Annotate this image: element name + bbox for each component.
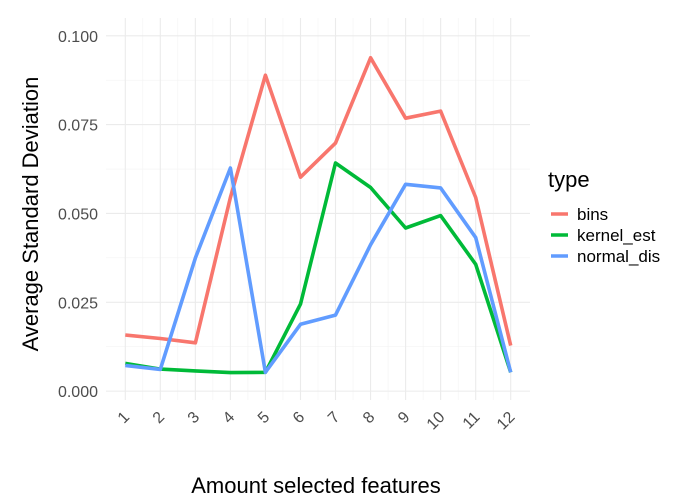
legend-item-bins: bins [551, 205, 608, 224]
x-tick-label: 5 [255, 409, 273, 427]
series-line-bins [125, 55, 513, 347]
x-tick-label: 7 [325, 409, 343, 427]
x-tick-label: 8 [360, 409, 378, 427]
x-tick-label: 11 [460, 409, 484, 433]
y-tick-label: 0.000 [58, 384, 98, 401]
x-tick-label: 4 [220, 409, 238, 427]
x-tick-label: 1 [115, 409, 133, 427]
legend-label: kernel_est [577, 226, 656, 245]
x-tick-label: 10 [424, 409, 449, 434]
y-tick-label: 0.100 [58, 29, 98, 46]
y-tick-label: 0.050 [58, 206, 98, 223]
x-tick-label: 9 [395, 409, 413, 427]
series-lines [125, 55, 513, 375]
x-axis-title: Amount selected features [191, 473, 440, 498]
series-line-kernel-est [125, 161, 513, 375]
legend-title: type [548, 167, 590, 192]
x-tick-label: 6 [290, 409, 308, 427]
legend: type bins kernel_est normal_dis [548, 167, 660, 266]
x-axis-ticks: 1 2 3 4 5 6 7 8 9 10 11 12 [115, 409, 519, 434]
y-axis-ticks: 0.000 0.025 0.050 0.075 0.100 [58, 29, 98, 401]
x-tick-label: 2 [150, 409, 168, 427]
legend-item-normal-dis: normal_dis [551, 247, 660, 266]
y-tick-label: 0.025 [58, 295, 98, 312]
x-tick-label: 3 [185, 409, 203, 427]
series-line-normal-dis [125, 166, 513, 375]
y-axis-title: Average Standard Deviation [18, 77, 43, 352]
legend-label: bins [577, 205, 608, 224]
legend-item-kernel-est: kernel_est [551, 226, 656, 245]
y-tick-label: 0.075 [58, 118, 98, 135]
x-tick-label: 12 [494, 409, 519, 434]
legend-label: normal_dis [577, 247, 660, 266]
